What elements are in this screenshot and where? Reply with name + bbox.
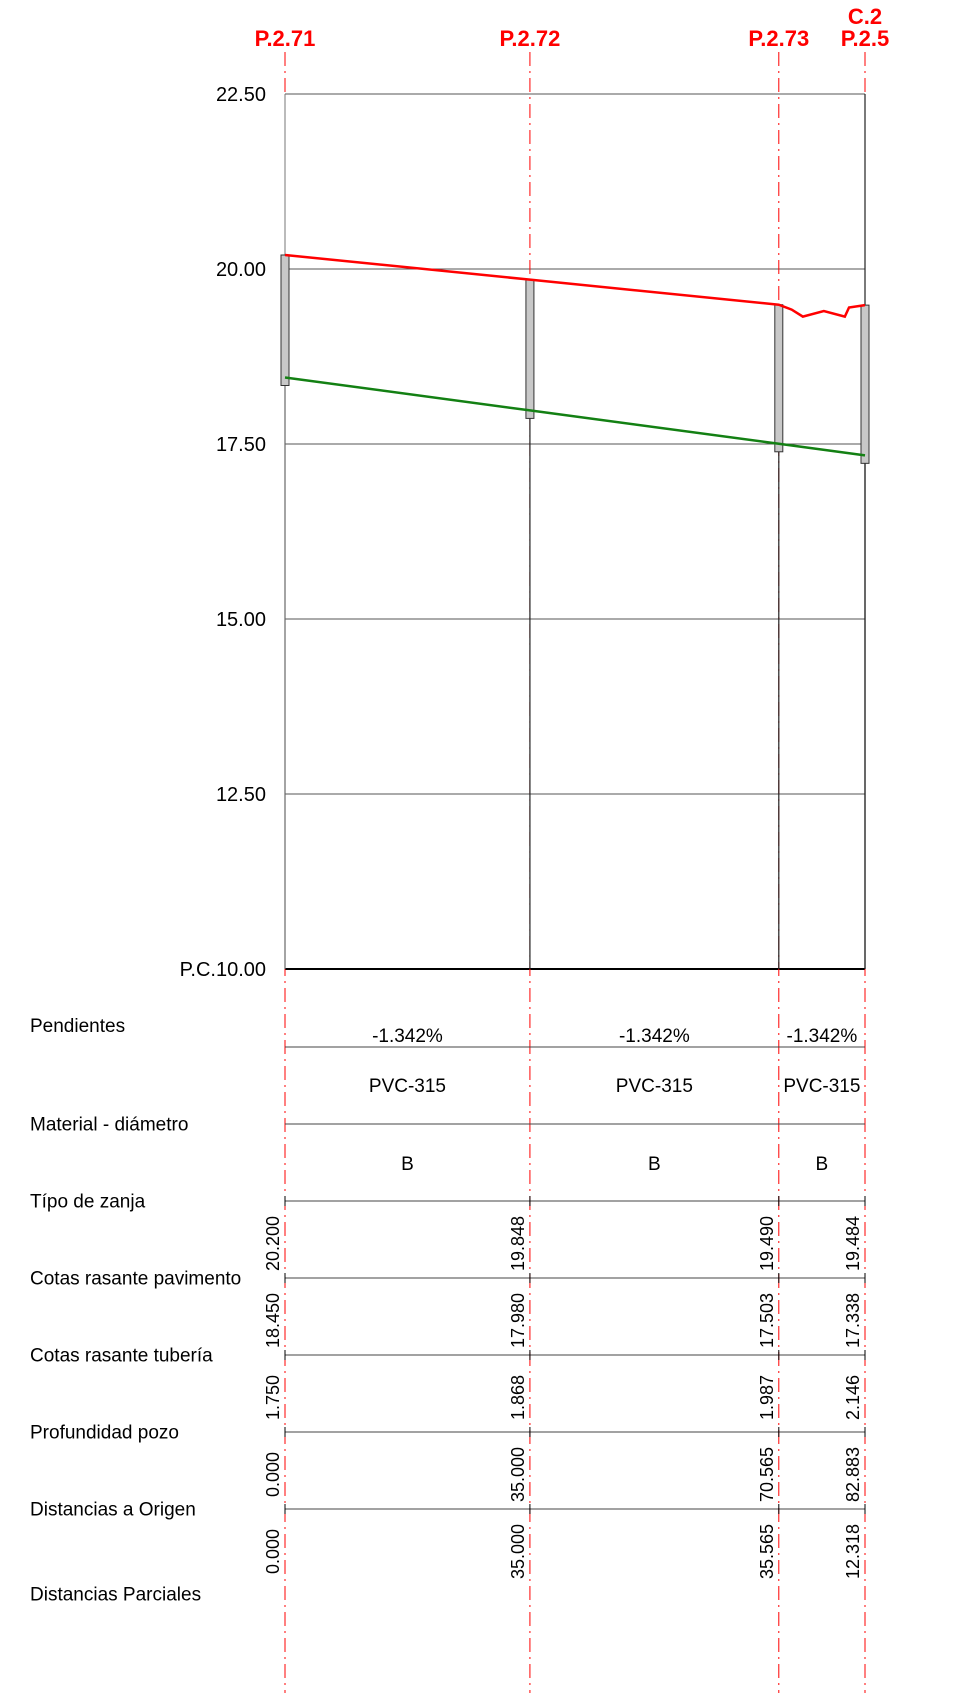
well-structures xyxy=(280,254,870,464)
segment-material: PVC-315 xyxy=(616,1076,693,1097)
well-shaft xyxy=(525,279,535,419)
row-label-dist_origin: Distancias a Origen xyxy=(30,1500,196,1521)
segment-trench: B xyxy=(648,1154,661,1175)
well-shaft xyxy=(280,254,290,386)
well-id-label: P.2.72 xyxy=(500,26,561,51)
well-shaft xyxy=(860,304,870,464)
well-shaft xyxy=(774,304,784,453)
well-value-label: 0.000 xyxy=(263,1529,283,1574)
row-label-dist_partial: Distancias Parciales xyxy=(30,1585,201,1606)
well-value-label: 82.883 xyxy=(843,1447,863,1502)
well-value-label: 19.484 xyxy=(843,1216,863,1271)
well-value-label: 0.000 xyxy=(263,1452,283,1497)
well-value-label: 2.146 xyxy=(843,1375,863,1420)
well-value-label: 1.750 xyxy=(263,1375,283,1420)
row-label-slopes: Pendientes xyxy=(30,1016,125,1037)
row-label-depth: Profundidad pozo xyxy=(30,1423,179,1444)
well-value-label: 1.987 xyxy=(757,1375,777,1420)
segment-slope: -1.342% xyxy=(372,1026,443,1047)
well-id-label: P.2.73 xyxy=(748,26,809,51)
pipe-line xyxy=(284,376,866,457)
segment-trench: B xyxy=(816,1154,829,1175)
profile-grid xyxy=(284,52,866,1693)
elevation-tick-label: 22.50 xyxy=(216,84,266,106)
well-value-label: 35.000 xyxy=(508,1524,528,1579)
segment-slope: -1.342% xyxy=(787,1026,858,1047)
row-label-trench: Típo de zanja xyxy=(30,1192,146,1213)
well-id-label: P.2.71 xyxy=(255,26,316,51)
well-value-label: 1.868 xyxy=(508,1375,528,1420)
well-id-label: P.2.5 xyxy=(841,26,890,51)
segment-slope: -1.342% xyxy=(619,1026,690,1047)
profile-lines xyxy=(284,253,866,457)
well-value-label: 17.503 xyxy=(757,1293,777,1348)
well-value-label: 20.200 xyxy=(263,1216,283,1271)
well-value-label: 19.848 xyxy=(508,1216,528,1271)
well-top-label: C.2 xyxy=(848,4,882,29)
well-value-label: 12.318 xyxy=(843,1524,863,1579)
elevation-tick-label: 12.50 xyxy=(216,784,266,806)
pavement-line xyxy=(284,253,866,319)
elevation-tick-label: 15.00 xyxy=(216,609,266,631)
datum-label: P.C.10.00 xyxy=(180,959,266,981)
well-value-label: 18.450 xyxy=(263,1293,283,1348)
segment-material: PVC-315 xyxy=(369,1076,446,1097)
segment-trench: B xyxy=(401,1154,414,1175)
well-value-label: 19.490 xyxy=(757,1216,777,1271)
well-value-label: 35.565 xyxy=(757,1524,777,1579)
row-label-pipe: Cotas rasante tubería xyxy=(30,1346,213,1367)
profile-labels: 22.50 20.00 17.50 15.00 12.50 P.C.10.00 P.2.71… xyxy=(30,4,889,1606)
segment-material: PVC-315 xyxy=(783,1076,860,1097)
elevation-tick-label: 20.00 xyxy=(216,259,266,281)
well-value-label: 17.980 xyxy=(508,1293,528,1348)
elevation-tick-label: 17.50 xyxy=(216,434,266,456)
well-value-label: 70.565 xyxy=(757,1447,777,1502)
well-value-label: 17.338 xyxy=(843,1293,863,1348)
data-table xyxy=(284,1046,866,1514)
row-label-pavement: Cotas rasante pavimento xyxy=(30,1269,241,1290)
row-label-material: Material - diámetro xyxy=(30,1115,188,1136)
well-value-label: 35.000 xyxy=(508,1447,528,1502)
